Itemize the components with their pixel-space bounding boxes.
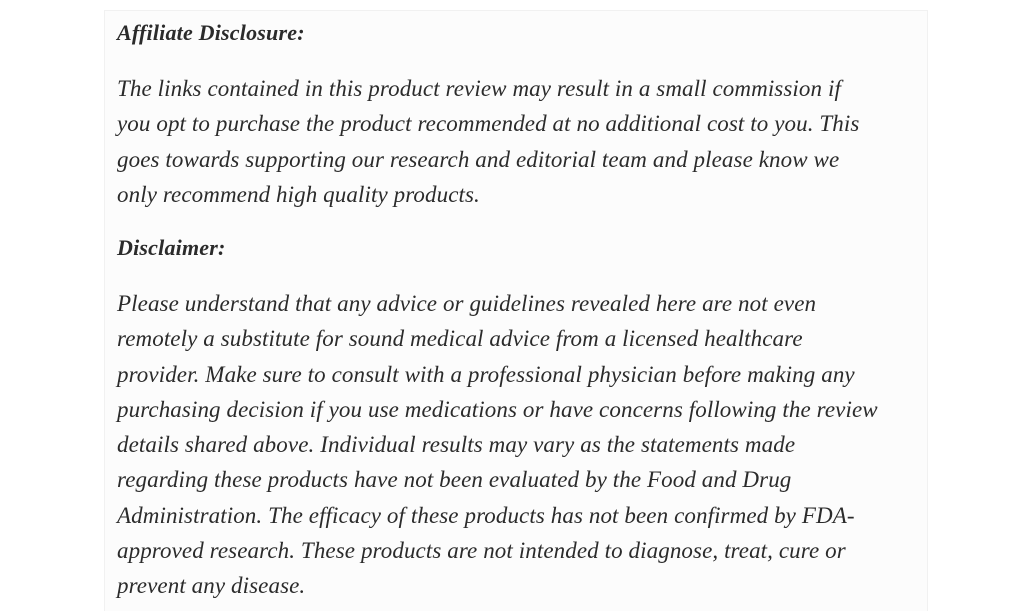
disclosure-box bbox=[104, 10, 928, 611]
text-line: provider. Make sure to consult with a pr… bbox=[117, 361, 855, 387]
text-line: The links contained in this product revi… bbox=[117, 76, 841, 101]
text-line: regarding these products have not been e… bbox=[117, 467, 792, 493]
text-line: only recommend high quality products. bbox=[117, 181, 480, 207]
text-line: approved research. These products are no… bbox=[117, 538, 846, 564]
text-line: prevent any disease. bbox=[117, 573, 306, 599]
text-line: Administration. The efficacy of these pr… bbox=[117, 502, 855, 528]
affiliate-disclosure-text: The links contained in this product revi… bbox=[117, 71, 859, 212]
disclaimer-heading: Disclaimer: bbox=[117, 235, 226, 260]
disclaimer-text: Please understand that any advice or gui… bbox=[117, 286, 878, 604]
text-line: purchasing decision if you use medicatio… bbox=[117, 396, 878, 422]
text-line: you opt to purchase the product recommen… bbox=[117, 111, 860, 137]
affiliate-disclosure-heading: Affiliate Disclosure: bbox=[117, 20, 305, 45]
text-line: remotely a substitute for sound medical … bbox=[117, 326, 803, 352]
text-line: goes towards supporting our research and… bbox=[117, 146, 840, 172]
text-line: details shared above. Individual results… bbox=[117, 432, 796, 458]
text-line: Please understand that any advice or gui… bbox=[117, 291, 817, 316]
